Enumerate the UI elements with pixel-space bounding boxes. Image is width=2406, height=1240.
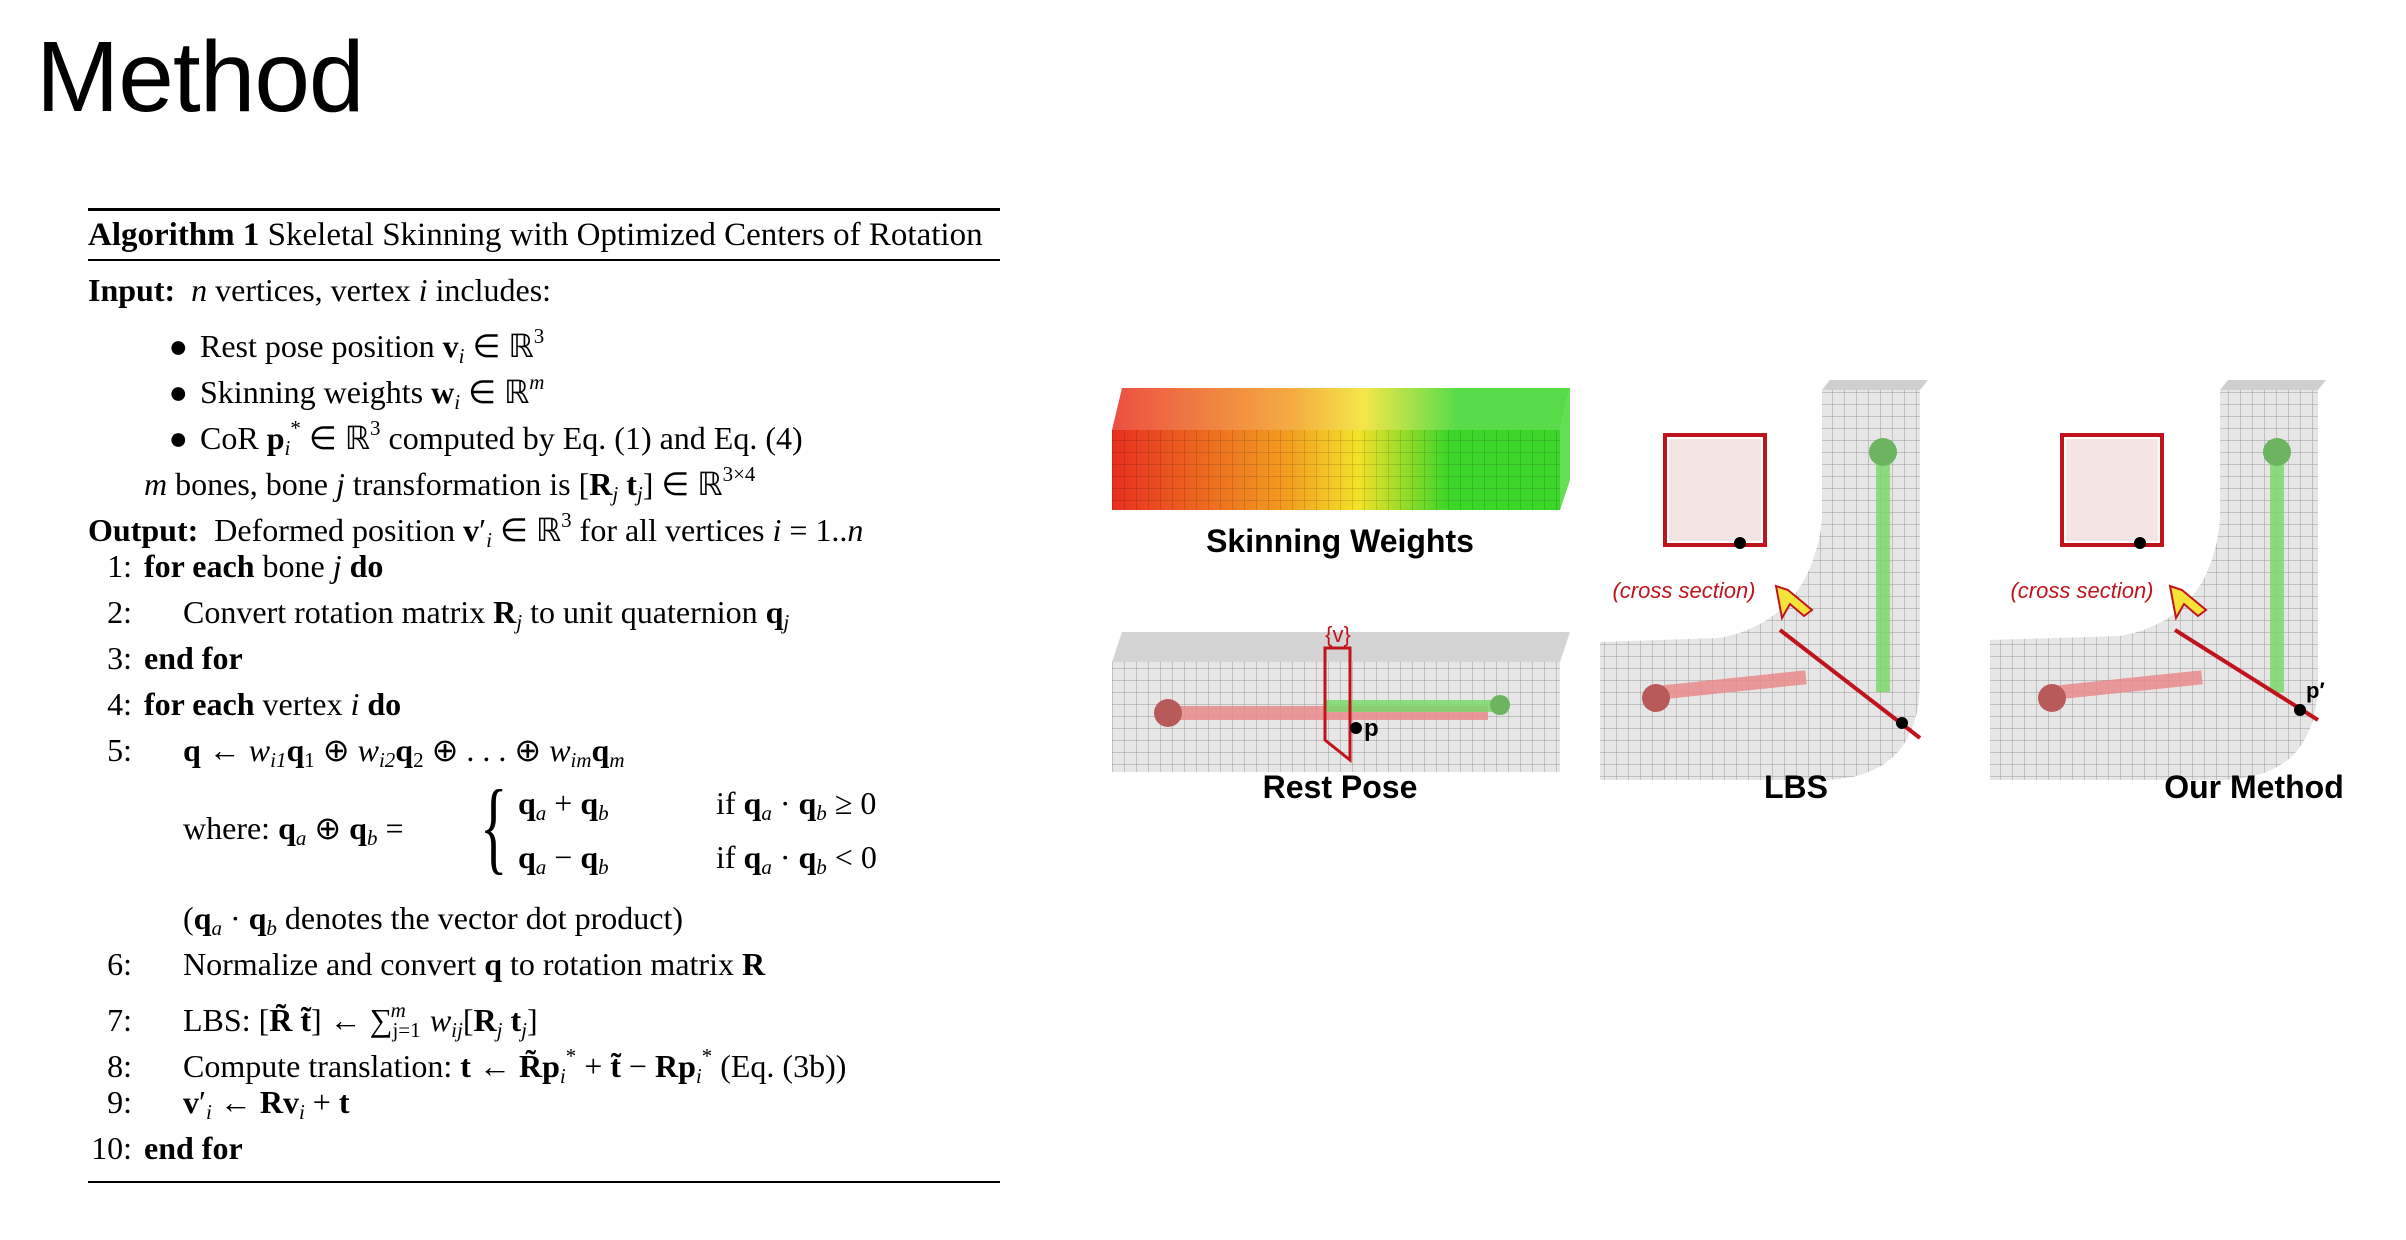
bones-line: m bones, bone j transformation is [Rj tj…: [144, 462, 756, 506]
algo-line-6: 6: Normalize and convert q to rotation ma…: [107, 946, 766, 982]
lbs-cross-section-label: (cross section): [1612, 578, 1755, 603]
output-label: Output:: [88, 512, 199, 548]
plane-label: {v}: [1325, 622, 1351, 647]
algo-line-9: 9: v′i ← Rvi + t: [107, 1084, 350, 1124]
algorithm-block: Algorithm 1 Skeletal Skinning with Optim…: [88, 208, 1000, 1183]
our-method-label: Our Method: [2164, 769, 2344, 805]
dot-product-note: (qa · qb denotes the vector dot product): [183, 900, 683, 940]
skinning-weights-label: Skinning Weights: [1206, 523, 1474, 559]
algorithm-caption: Algorithm 1 Skeletal Skinning with Optim…: [88, 211, 1000, 259]
our-cross-section-label: (cross section): [2010, 578, 2153, 603]
algorithm-label: Algorithm 1: [88, 217, 260, 253]
algo-line-5: 5: q ← wi1q1 ⊕ wi2q2 ⊕ . . . ⊕ wimqm: [107, 732, 625, 772]
algorithm-bottom-rule: [88, 1181, 1000, 1183]
input-line: Input: n vertices, vertex i includes:: [88, 272, 552, 308]
skinning-figure: Skinning Weights {v} p Rest Pose (cross …: [1112, 380, 2344, 805]
output-line: Output: Deformed position v′i ∈ ℝ3 for a…: [88, 508, 864, 552]
page-title: Method: [36, 21, 365, 133]
algo-line-2: 2: Convert rotation matrix Rj to unit qua…: [107, 594, 790, 634]
bullet-skinning-weights: ● Skinning weights wi ∈ ℝm: [168, 370, 545, 414]
quaternion-sum-cases: where: qa ⊕ qb = { qa + qb if qa · qb ≥ …: [88, 773, 1000, 885]
algo-line-8: 8: Compute translation: t ← R̃pi* + t̃ − …: [107, 1044, 847, 1088]
case-2: qa − qb if qa · qb < 0: [518, 839, 877, 879]
case-1: qa + qb if qa · qb ≥ 0: [518, 785, 877, 825]
algo-line-10: 10: end for: [91, 1130, 243, 1166]
input-label: Input:: [88, 272, 176, 308]
algo-line-1: 1: for each bone j do: [107, 548, 384, 584]
case-brace: {: [480, 769, 508, 884]
algorithm-name: Skeletal Skinning with Optimized Centers…: [267, 217, 983, 253]
rest-pose-model: [1112, 632, 1570, 772]
rest-pose-label: Rest Pose: [1263, 769, 1418, 805]
algo-line-3: 3: end for: [107, 640, 243, 676]
point-label: p: [1364, 715, 1379, 742]
skinning-weights-bar: [1112, 388, 1570, 510]
algorithm-top-rule: [88, 208, 1000, 211]
algorithm-caption-rule: [88, 259, 1000, 261]
algo-line-4: 4: for each vertex i do: [107, 686, 402, 722]
lbs-label: LBS: [1764, 769, 1828, 805]
bullet-rest-pose: ● Rest pose position vi ∈ ℝ3: [168, 324, 545, 368]
bullet-cor: ● CoR pi* ∈ ℝ3 computed by Eq. (1) and Eq…: [168, 416, 803, 460]
where-line: where: qa ⊕ qb =: [183, 810, 404, 850]
algo-line-7: 7: LBS: [R̃ t̃] ← ∑j=1m wij[Rj tj]: [107, 998, 538, 1042]
point-prime-label: p′: [2306, 678, 2325, 703]
lbs-model: [1600, 380, 1928, 780]
our-method-model: [1990, 380, 2326, 780]
